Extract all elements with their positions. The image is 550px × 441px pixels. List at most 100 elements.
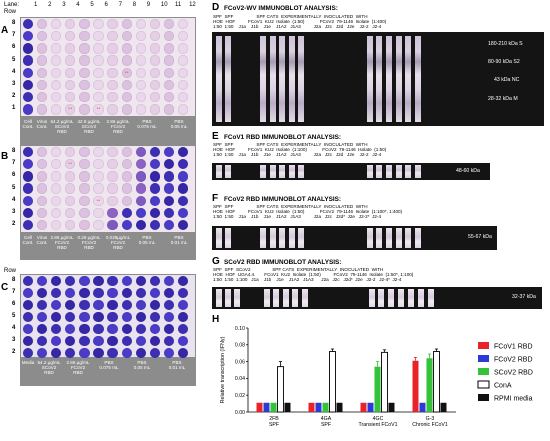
panel-letter-a: A [1,25,9,36]
panel-letter-e: E [212,131,219,142]
blot-lane [289,228,295,248]
bar [419,402,426,412]
well [65,146,76,158]
plate-caption-bar [20,117,196,145]
well [177,79,189,91]
well [121,55,132,66]
well [51,18,62,30]
well [65,43,76,54]
well [149,146,161,158]
row-label: 4 [12,196,16,203]
well [51,275,62,287]
plate-caption: 42.8 µg/mL SCoV2 RBD [77,119,101,135]
well [177,31,189,42]
well [177,146,189,158]
row-label: 5 [12,313,16,319]
blot-lane [234,289,240,307]
well [93,220,104,231]
well [177,195,189,206]
blot-lane [298,228,304,248]
bar [256,402,263,412]
legend-swatch [477,380,490,389]
blot-lane [367,228,373,248]
well [93,347,104,359]
y-tick-label: 0.02 [235,393,245,399]
well [135,79,146,91]
row-label: 3 [12,81,16,87]
panel-letter-d: D [212,2,220,13]
well [163,299,175,311]
well [65,79,76,91]
well [121,275,132,287]
blot-d-marker-s: 180-210 kDa S [488,41,523,47]
blot-g-strip [212,287,542,309]
category-label: G-3 [426,416,435,422]
panel-letter-b: B [1,151,9,162]
well [149,299,161,311]
plate-caption: Media [21,360,35,365]
well [163,335,175,347]
blot-lane [418,289,424,307]
blot-lane [367,36,373,122]
plate-caption: 64.2 µg/mL SCoV2 RBD [50,119,74,135]
blot-lane [405,228,411,248]
well [135,92,146,103]
well [22,31,34,42]
well [107,146,118,158]
well [51,159,62,170]
well [149,171,161,182]
plate-caption: 0.28 µg/mL FCoV2 RBD [77,235,101,251]
blot-lane [225,36,231,122]
blot-lane [376,228,382,248]
well [93,287,104,299]
bar [433,351,440,413]
category-label: Chronic FCoV1 [412,422,448,428]
plate-caption: PBS 0.05 mL [138,235,156,246]
well [36,171,48,182]
well [107,287,118,299]
lane-number: 10 [160,2,168,8]
well [51,146,62,158]
well [36,323,48,335]
well [36,311,48,323]
well [79,287,90,299]
row-label: 2 [12,349,16,355]
well [177,18,189,30]
well [149,347,161,359]
well [36,43,48,54]
well [177,43,189,54]
well [163,159,175,170]
blot-lane [225,228,231,248]
blot-lane [415,36,421,122]
well [79,67,90,78]
blot-lane [279,165,285,178]
lane-number: 6 [104,2,108,8]
row-label: 4 [12,68,16,75]
row-label: 4 [12,325,16,331]
well [177,287,189,299]
well [149,220,161,231]
blot-lane [415,165,421,178]
blot-lane [369,289,375,307]
y-tick-label: 0.08 [235,343,245,349]
blot-g-marker: 32-37 kDa [512,294,536,300]
well [135,311,146,323]
blot-lane [396,36,402,122]
well [163,67,175,78]
row-label: 8 [12,148,16,154]
well [79,323,90,335]
panel-letter-f: F [212,193,219,204]
well [163,18,175,30]
blot-lane [376,36,382,122]
well [22,104,34,115]
lane-number: 2 [48,2,52,8]
blot-lane [388,289,394,307]
well [65,171,76,182]
blot-lane [298,165,304,178]
bar [388,402,395,412]
well [107,79,118,91]
well [163,311,175,323]
well [93,323,104,335]
row-label: 6 [12,301,16,307]
category-label: 4GC [373,416,384,422]
